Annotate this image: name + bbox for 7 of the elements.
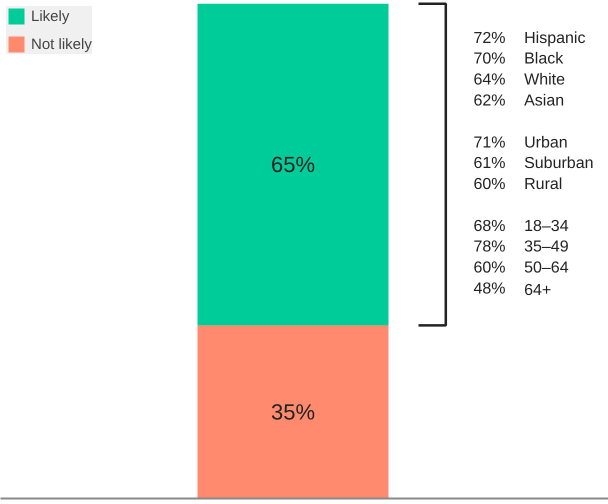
text: 68% 18–34 78% 35–49 60% 50–64 48% 64+ (473, 218, 569, 299)
data-label: 35% (270, 399, 316, 424)
legend-label: Not likely (31, 36, 92, 52)
text: 71% Urban 61% Suburban 60% Rural (473, 134, 594, 194)
data-label: 65% (270, 152, 316, 178)
legend-label: Likely (31, 8, 70, 24)
text: 72% Hispanic 70% Black 64% White 62% Asian (473, 30, 586, 110)
